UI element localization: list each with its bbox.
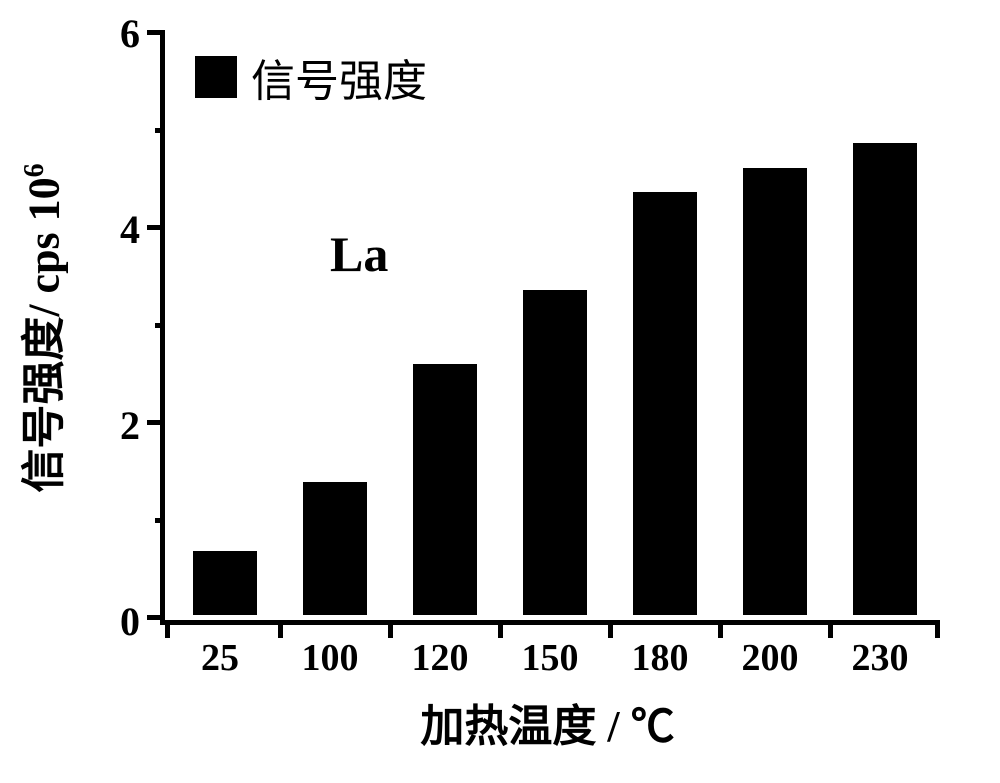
bar	[853, 143, 917, 615]
y-axis-label: 信号强度/ cps 106	[8, 163, 72, 492]
x-tick-label: 100	[302, 636, 359, 680]
x-tick	[718, 620, 723, 638]
legend: 信号强度	[195, 45, 427, 109]
x-tick	[935, 620, 940, 638]
x-axis-label: 加热温度 / ℃	[160, 690, 935, 754]
x-tick-label: 25	[201, 636, 239, 680]
bar	[633, 192, 697, 615]
y-tick-minor	[155, 128, 165, 133]
x-tick-label: 180	[632, 636, 689, 680]
y-tick-label: 6	[80, 10, 140, 57]
bar	[193, 551, 257, 615]
y-tick-minor	[155, 518, 165, 523]
x-tick	[278, 620, 283, 638]
bar	[743, 168, 807, 615]
bar	[523, 290, 587, 615]
x-tick	[498, 620, 503, 638]
y-axis-label-container: 信号强度/ cps 106	[10, 30, 70, 625]
x-tick	[828, 620, 833, 638]
y-tick-label: 2	[80, 402, 140, 449]
x-tick-label: 150	[522, 636, 579, 680]
annotation-text: La	[330, 225, 388, 283]
x-tick-label: 200	[742, 636, 799, 680]
x-tick-label: 230	[852, 636, 909, 680]
y-tick-label: 4	[80, 206, 140, 253]
legend-marker	[195, 56, 237, 98]
y-tick-minor	[155, 323, 165, 328]
y-tick-label: 0	[80, 598, 140, 645]
bar	[413, 364, 477, 615]
plot-area	[160, 30, 935, 625]
bar-chart: 信号强度/ cps 106 0 2 4 6 25 100 12	[0, 0, 1000, 783]
x-tick	[388, 620, 393, 638]
y-tick-major	[147, 420, 165, 425]
bar	[303, 482, 367, 615]
legend-label: 信号强度	[251, 45, 427, 109]
x-tick	[608, 620, 613, 638]
y-tick-major	[147, 30, 165, 35]
x-tick-label: 120	[412, 636, 469, 680]
y-tick-major	[147, 225, 165, 230]
x-tick	[165, 620, 170, 638]
y-tick-major	[147, 615, 165, 620]
